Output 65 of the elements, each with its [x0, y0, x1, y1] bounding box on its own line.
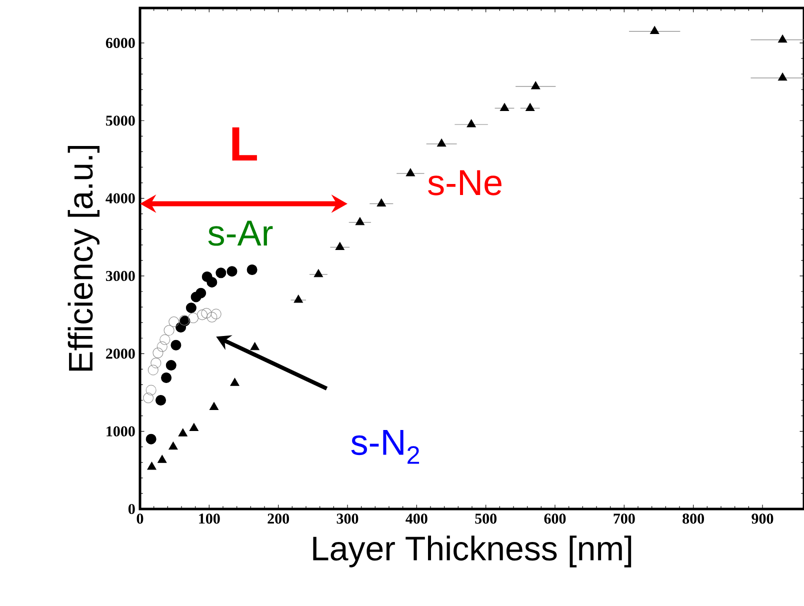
point	[436, 138, 446, 147]
point	[146, 434, 156, 444]
x-tick-label: 700	[614, 514, 635, 524]
y-tick-label: 5000	[106, 116, 135, 126]
point	[230, 378, 240, 386]
annotation: L	[232, 127, 257, 160]
x-axis-title: Layer Thickness [nm]	[313, 536, 632, 568]
point	[500, 102, 510, 111]
point	[294, 294, 303, 303]
legend-label: s-Ar	[208, 220, 273, 246]
x-tick-label: 100	[199, 514, 220, 524]
point	[196, 288, 206, 298]
point	[210, 308, 222, 320]
point	[160, 334, 170, 345]
y-tick-label: 6000	[106, 38, 135, 48]
y-tick-label: 1000	[106, 426, 135, 436]
point	[531, 81, 540, 90]
x-tick-label: 500	[475, 514, 497, 524]
annotation: s-N$_{2}$	[351, 430, 420, 464]
point	[216, 268, 226, 278]
point	[156, 341, 168, 352]
x-tick-label: 200	[268, 514, 290, 524]
point	[335, 242, 344, 250]
point	[526, 102, 535, 111]
y-tick-label: 0	[128, 504, 135, 514]
series-label: s-Ne	[428, 170, 502, 196]
point	[164, 325, 174, 336]
x-tick-label: 900	[752, 514, 774, 524]
point	[206, 276, 218, 288]
point	[355, 217, 365, 226]
point	[168, 316, 180, 328]
point	[466, 119, 476, 128]
x-tick-label: 800	[682, 514, 704, 524]
point	[314, 269, 324, 278]
point	[376, 198, 386, 206]
point	[201, 308, 212, 319]
x-tick-label: 300	[336, 514, 358, 524]
point	[206, 312, 218, 322]
y-tick-label: 3000	[106, 270, 135, 282]
point	[650, 26, 660, 34]
point	[406, 168, 416, 176]
y-tick-label: 4000	[106, 193, 135, 204]
point	[146, 384, 156, 396]
point	[170, 340, 182, 350]
x-tick-label: 0	[136, 514, 144, 524]
x-tick-label: 400	[406, 514, 428, 524]
point	[197, 310, 208, 320]
point	[148, 364, 158, 376]
point	[168, 442, 178, 450]
point	[143, 392, 154, 404]
point	[152, 348, 164, 358]
point	[226, 266, 238, 277]
point	[778, 72, 788, 81]
point	[161, 372, 172, 383]
point	[166, 360, 176, 371]
point	[250, 342, 260, 350]
y-axis-title: Efficiency [a.u.]	[68, 146, 100, 371]
point	[150, 358, 162, 368]
point	[246, 264, 258, 276]
point	[186, 302, 196, 314]
y-tick-label: 2000	[106, 348, 135, 359]
x-tick-label: 600	[544, 514, 566, 524]
point	[188, 312, 199, 324]
point	[778, 34, 788, 43]
point	[156, 395, 166, 406]
